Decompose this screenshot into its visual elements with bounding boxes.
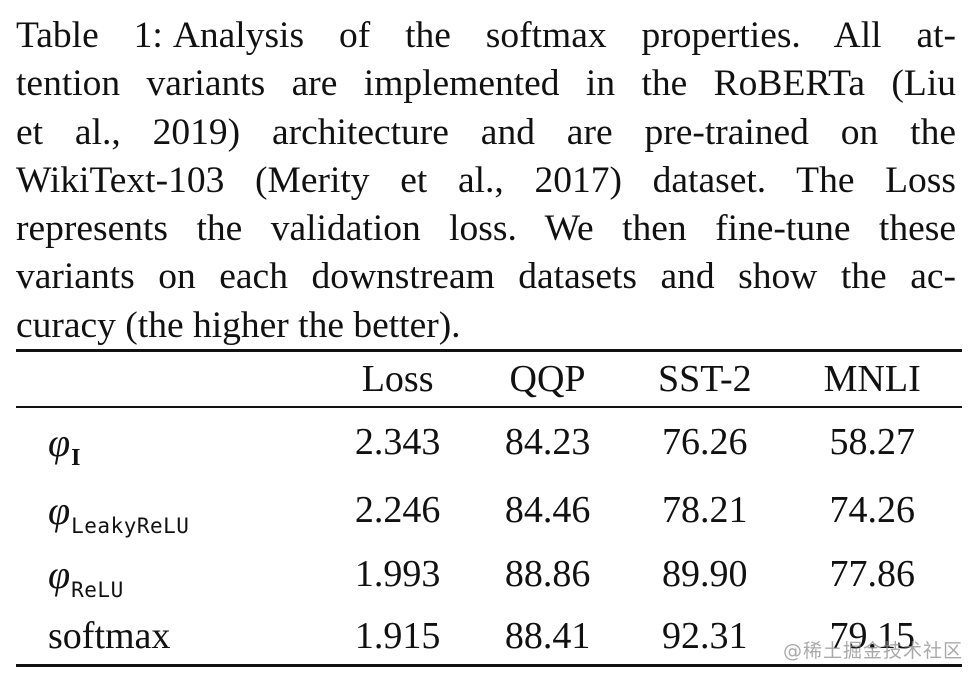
table-caption: Table 1: Analysis of the softmax properti… (16, 12, 956, 350)
table-row: φLeakyReLU 2.246 84.46 78.21 74.26 (16, 478, 962, 542)
cell-mnli: 77.86 (829, 553, 915, 595)
cell-qqp: 88.86 (504, 553, 591, 595)
table-row: φI 2.343 84.23 76.26 58.27 (16, 406, 962, 478)
row-label: φReLU (48, 551, 124, 602)
row-label: φLeakyReLU (48, 487, 190, 538)
watermark: @稀土掘金技术社区 (782, 640, 963, 662)
cell-qqp: 88.41 (504, 615, 591, 657)
results-table: Loss QQP SST-2 MNLI φI 2.343 84.23 76.26… (16, 352, 962, 666)
caption-label: Table 1: (16, 15, 163, 56)
cell-mnli: 74.26 (829, 489, 915, 531)
caption-line-2: tention variants are implemented in the … (16, 63, 956, 105)
caption-line-1: Table 1: Analysis of the softmax properti… (16, 15, 956, 56)
table-top-rule (16, 349, 962, 352)
row-label: softmax (48, 615, 171, 657)
cell-sst2: 78.21 (662, 489, 748, 531)
cell-qqp: 84.23 (504, 421, 591, 463)
table-bottom-rule (16, 664, 962, 667)
cell-loss: 1.993 (354, 553, 441, 595)
cell-sst2: 92.31 (662, 615, 748, 657)
caption-line-6: variants on each downstream datasets and… (16, 256, 956, 298)
caption-line-3: et al., 2019) architecture and are pre-t… (16, 111, 956, 153)
cell-qqp: 84.46 (504, 489, 591, 531)
cell-mnli: 58.27 (829, 421, 915, 463)
header-cell-qqp: QQP (509, 358, 586, 400)
header-cell-empty (16, 352, 327, 406)
header-cell-sst2: SST-2 (657, 358, 752, 400)
caption-line-5: represents the validation loss. We then … (16, 208, 956, 250)
cell-mnli: 79.15 (829, 615, 915, 657)
row-label: φI (48, 419, 81, 471)
cell-sst2: 89.90 (662, 553, 748, 595)
caption-line-7: curacy (the higher the better). (16, 304, 461, 346)
table-header-row: Loss QQP SST-2 MNLI (16, 352, 962, 406)
table-row: softmax 1.915 88.41 92.31 79.15 (16, 606, 962, 666)
cell-loss: 1.915 (354, 615, 441, 657)
table-header-rule (16, 406, 962, 408)
cell-loss: 2.343 (354, 421, 441, 463)
cell-sst2: 76.26 (662, 421, 748, 463)
table-row: φReLU 1.993 88.86 89.90 77.86 (16, 542, 962, 606)
cell-loss: 2.246 (354, 489, 441, 531)
header-cell-loss: Loss (361, 358, 434, 400)
caption-line-4: WikiText-103 (Merity et al., 2017) datas… (16, 159, 956, 201)
header-cell-mnli: MNLI (823, 358, 921, 400)
